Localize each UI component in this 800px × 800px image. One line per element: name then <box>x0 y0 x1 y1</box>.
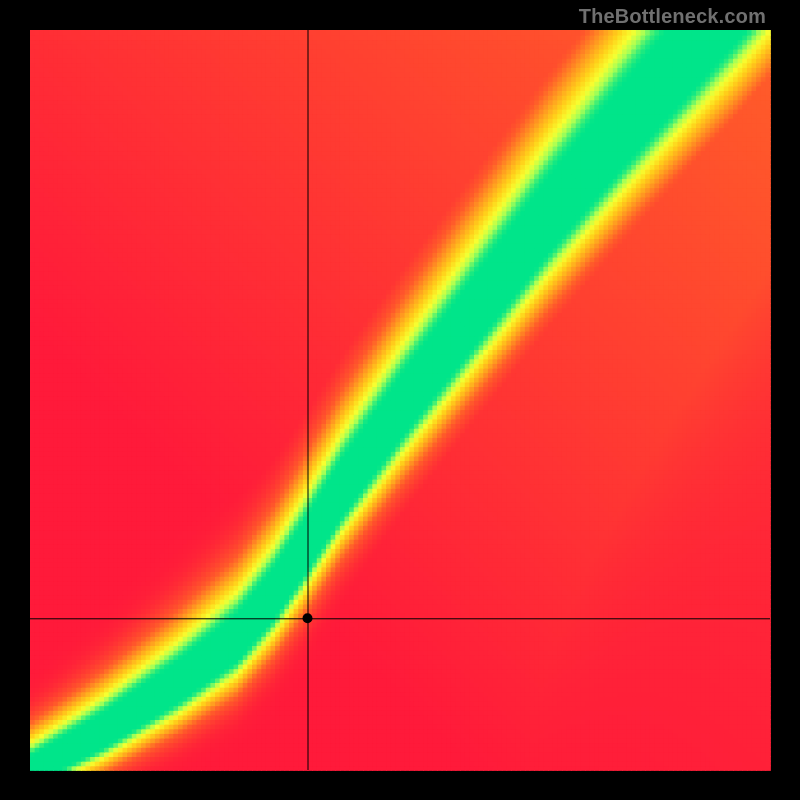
watermark-text: TheBottleneck.com <box>579 6 766 29</box>
chart-container: TheBottleneck.com <box>0 0 800 800</box>
bottleneck-heatmap <box>0 0 800 800</box>
